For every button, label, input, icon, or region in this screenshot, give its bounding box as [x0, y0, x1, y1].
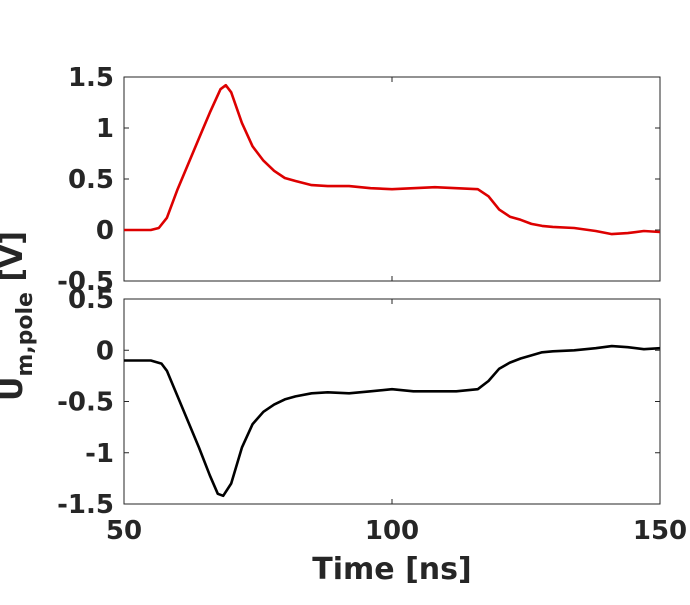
y-axis-title-main: U	[0, 377, 30, 401]
panels-layer: -0.5 0 0.5 1 1.5 -1.5 -1 -0.5 0 0.5 50 100 150	[57, 63, 687, 546]
y-tick-label: -1.5	[57, 490, 114, 520]
y-tick-label: -0.5	[57, 388, 114, 418]
panel-bottom-frame	[123, 298, 661, 505]
y-axis-title: Um,pole [V]	[0, 231, 38, 401]
x-tick-label: 150	[633, 516, 687, 546]
y-tick-label: 1.5	[68, 63, 114, 93]
x-tick-label: 100	[365, 516, 419, 546]
x-axis-title: Time [ns]	[312, 552, 471, 587]
y-tick-label: 0.5	[68, 285, 114, 315]
series-line-bottom	[124, 344, 661, 498]
panel-bottom: -1.5 -1 -0.5 0 0.5	[57, 285, 661, 520]
panel-top-frame	[123, 76, 661, 282]
y-tick-label: 0	[96, 336, 114, 366]
y-tick-label: 1	[96, 114, 114, 144]
y-tick-label: -0.5	[57, 267, 114, 297]
series-line-top	[124, 83, 661, 236]
y-axis-title-unit: [V]	[0, 231, 30, 292]
y-tick-label: 0.5	[68, 165, 114, 195]
y-axis-title-subscript: m,pole	[13, 292, 38, 377]
y-tick-label: 0	[96, 216, 114, 246]
x-tick-label: 50	[106, 516, 142, 546]
y-tick-label: -1	[85, 439, 114, 469]
panel-top: -0.5 0 0.5 1 1.5	[57, 63, 661, 297]
